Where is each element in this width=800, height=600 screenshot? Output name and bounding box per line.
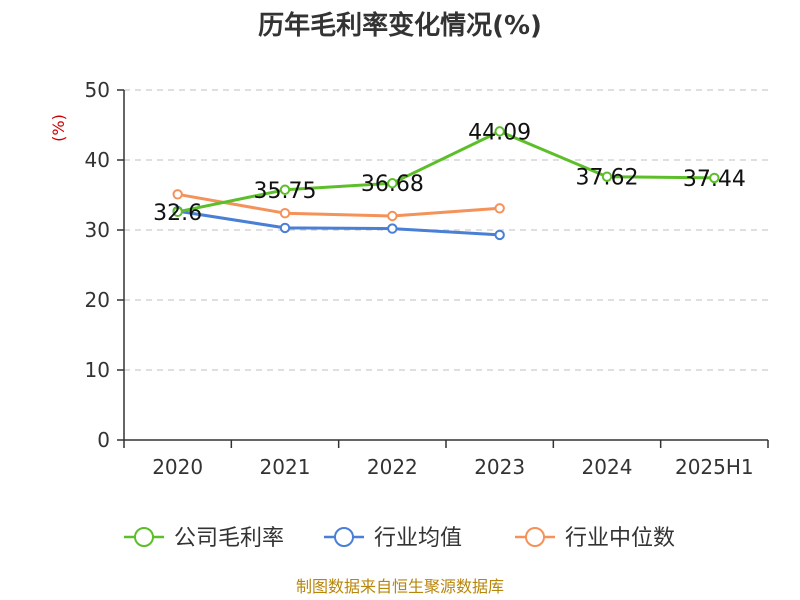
chart-title: 历年毛利率变化情况(%) <box>258 10 542 41</box>
y-tick-label: 0 <box>97 428 110 452</box>
data-point <box>387 223 398 234</box>
data-point <box>172 189 183 200</box>
source-note: 制图数据来自恒生聚源数据库 <box>296 577 504 596</box>
x-tick-label: 2025H1 <box>675 455 754 479</box>
data-point <box>279 184 291 195</box>
x-tick-label: 2021 <box>260 455 311 479</box>
series-line-1 <box>176 209 502 237</box>
x-tick-label: 2022 <box>367 455 418 479</box>
legend-marker <box>334 527 354 547</box>
legend: 公司毛利率 行业均值 行业中位数 <box>124 526 675 551</box>
axes: 0 10 20 30 40 50 2020 2021 2022 2023 2024 2025H1 <box>85 78 769 479</box>
data-point <box>279 208 291 219</box>
series-lines <box>172 126 720 241</box>
data-label: 37.62 <box>576 166 639 191</box>
data-labels: 32.6 35.75 36.68 44.09 37.62 37.44 <box>153 120 746 225</box>
data-point <box>709 172 720 184</box>
data-point <box>387 210 398 222</box>
data-label: 36.68 <box>361 172 424 197</box>
data-label: 37.44 <box>683 167 746 192</box>
series-line-2 <box>176 192 502 218</box>
data-label: 35.75 <box>254 179 317 204</box>
legend-label: 行业均值 <box>374 526 462 551</box>
x-tick-label: 2023 <box>474 455 525 479</box>
y-tick-label: 30 <box>85 218 110 242</box>
y-tick-label: 50 <box>85 78 110 102</box>
data-label: 32.6 <box>153 201 202 226</box>
data-point <box>172 206 183 218</box>
legend-label: 行业中位数 <box>565 526 675 551</box>
data-point <box>494 203 505 214</box>
grid-lines <box>124 89 768 371</box>
y-tick-label: 10 <box>85 358 110 382</box>
data-point <box>387 178 398 189</box>
data-point <box>279 222 291 234</box>
y-tick-label: 40 <box>85 148 110 172</box>
data-label: 44.09 <box>468 120 531 145</box>
x-tick-label: 2024 <box>582 455 633 479</box>
series-line-0 <box>176 129 716 214</box>
x-tick-label: 2020 <box>152 455 203 479</box>
data-point <box>601 171 613 182</box>
data-point <box>494 229 505 241</box>
y-tick-label: 20 <box>85 288 110 312</box>
legend-marker <box>134 527 154 547</box>
legend-label: 公司毛利率 <box>174 526 284 551</box>
y-axis-unit-label: (%) <box>49 114 68 142</box>
data-point <box>494 126 505 137</box>
legend-marker <box>525 527 545 547</box>
